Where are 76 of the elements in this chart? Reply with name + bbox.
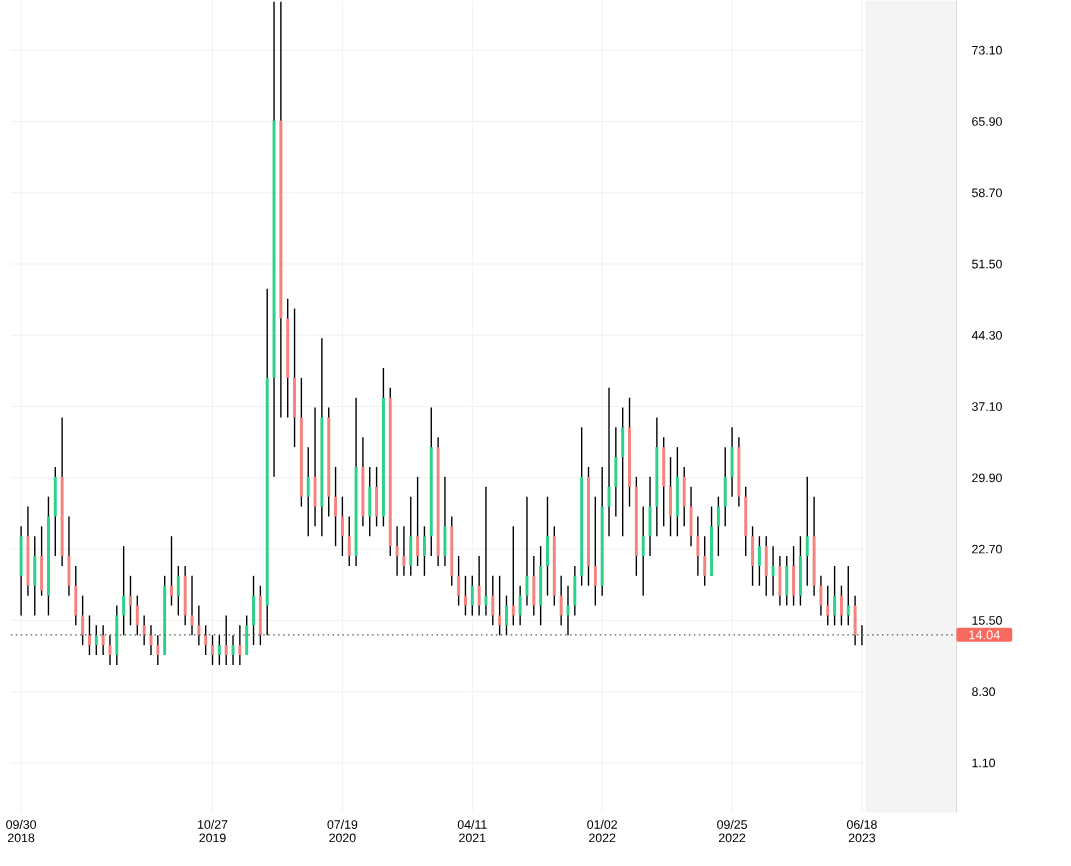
candlestick xyxy=(211,634,214,666)
candlestick xyxy=(457,555,461,607)
candlestick xyxy=(422,525,426,577)
candlestick xyxy=(108,634,112,666)
y-tick-label: 51.50 xyxy=(972,259,1002,269)
candlestick xyxy=(546,496,549,597)
candlestick xyxy=(477,555,481,617)
candlestick xyxy=(504,595,508,636)
y-tick-label: 58.70 xyxy=(972,188,1002,198)
candlestick xyxy=(593,496,597,607)
candlestick xyxy=(416,476,420,567)
candlestick xyxy=(846,565,850,627)
candlestick xyxy=(525,496,529,607)
candlestick xyxy=(347,515,351,567)
candlestick xyxy=(129,575,132,627)
ref-line-label: 14.04 xyxy=(969,630,1000,640)
y-tick-label: 65.90 xyxy=(972,117,1002,126)
candlestick xyxy=(334,466,338,547)
candlestick xyxy=(224,614,228,666)
candlestick xyxy=(641,505,645,597)
x-tick-label: 04/11 2021 xyxy=(457,819,487,843)
candlestick xyxy=(771,545,775,597)
candlestick xyxy=(101,624,105,656)
candlestick xyxy=(805,476,809,587)
candlestick xyxy=(197,604,201,646)
candlestick xyxy=(839,585,843,627)
y-tick-label: 1.10 xyxy=(972,758,996,768)
candlestick xyxy=(238,624,242,666)
candlestick xyxy=(826,585,830,627)
candlestick xyxy=(703,535,707,587)
y-tick-label: 44.30 xyxy=(971,331,1002,340)
x-tick-label: 09/30 2018 xyxy=(6,819,37,843)
candlestick xyxy=(156,634,160,666)
x-tick-label: 01/02 2022 xyxy=(587,819,617,843)
candlestick xyxy=(484,486,488,617)
candlestick xyxy=(470,575,474,617)
candlestick xyxy=(204,624,208,656)
candlestick xyxy=(340,496,344,557)
candlestick xyxy=(306,446,310,538)
y-tick-label: 29.90 xyxy=(972,473,1002,483)
candlestick xyxy=(81,595,85,646)
candlestick xyxy=(170,535,173,607)
candlestick xyxy=(833,565,837,627)
candlestick xyxy=(395,525,399,577)
candlestick xyxy=(231,634,235,666)
y-tick-label: 37.10 xyxy=(972,402,1002,412)
candlestick xyxy=(252,575,256,646)
candlestick xyxy=(491,575,495,627)
y-tick-label: 22.70 xyxy=(972,544,1002,554)
candlestick xyxy=(559,575,563,627)
candlestick xyxy=(217,634,221,666)
candlestick xyxy=(696,515,700,577)
y-tick-label: 8.30 xyxy=(972,687,996,697)
candlestick xyxy=(463,575,467,617)
candlestick xyxy=(587,466,590,587)
candlestick xyxy=(402,525,406,577)
x-tick-label: 09/25 2022 xyxy=(717,819,747,843)
candlestick xyxy=(94,624,98,656)
candlestick xyxy=(669,456,673,538)
candlestick xyxy=(135,595,139,636)
candlestick xyxy=(757,535,761,587)
candlestick xyxy=(518,585,522,627)
candlestick xyxy=(87,614,91,656)
candlestick xyxy=(819,575,823,617)
x-tick-label: 06/18 2023 xyxy=(847,819,877,843)
candlestick xyxy=(498,575,502,636)
x-tick-label: 07/19 2020 xyxy=(327,819,358,843)
candlestick xyxy=(176,565,180,617)
candlestick xyxy=(628,397,631,508)
candlestick xyxy=(142,614,146,646)
candlestick xyxy=(122,545,126,636)
x-tick-label: 10/27 2019 xyxy=(198,819,228,843)
candlestick xyxy=(511,525,515,627)
y-tick-label: 73.10 xyxy=(972,45,1002,55)
y-tick-label: 15.50 xyxy=(972,616,1002,625)
candlestick xyxy=(716,496,720,557)
